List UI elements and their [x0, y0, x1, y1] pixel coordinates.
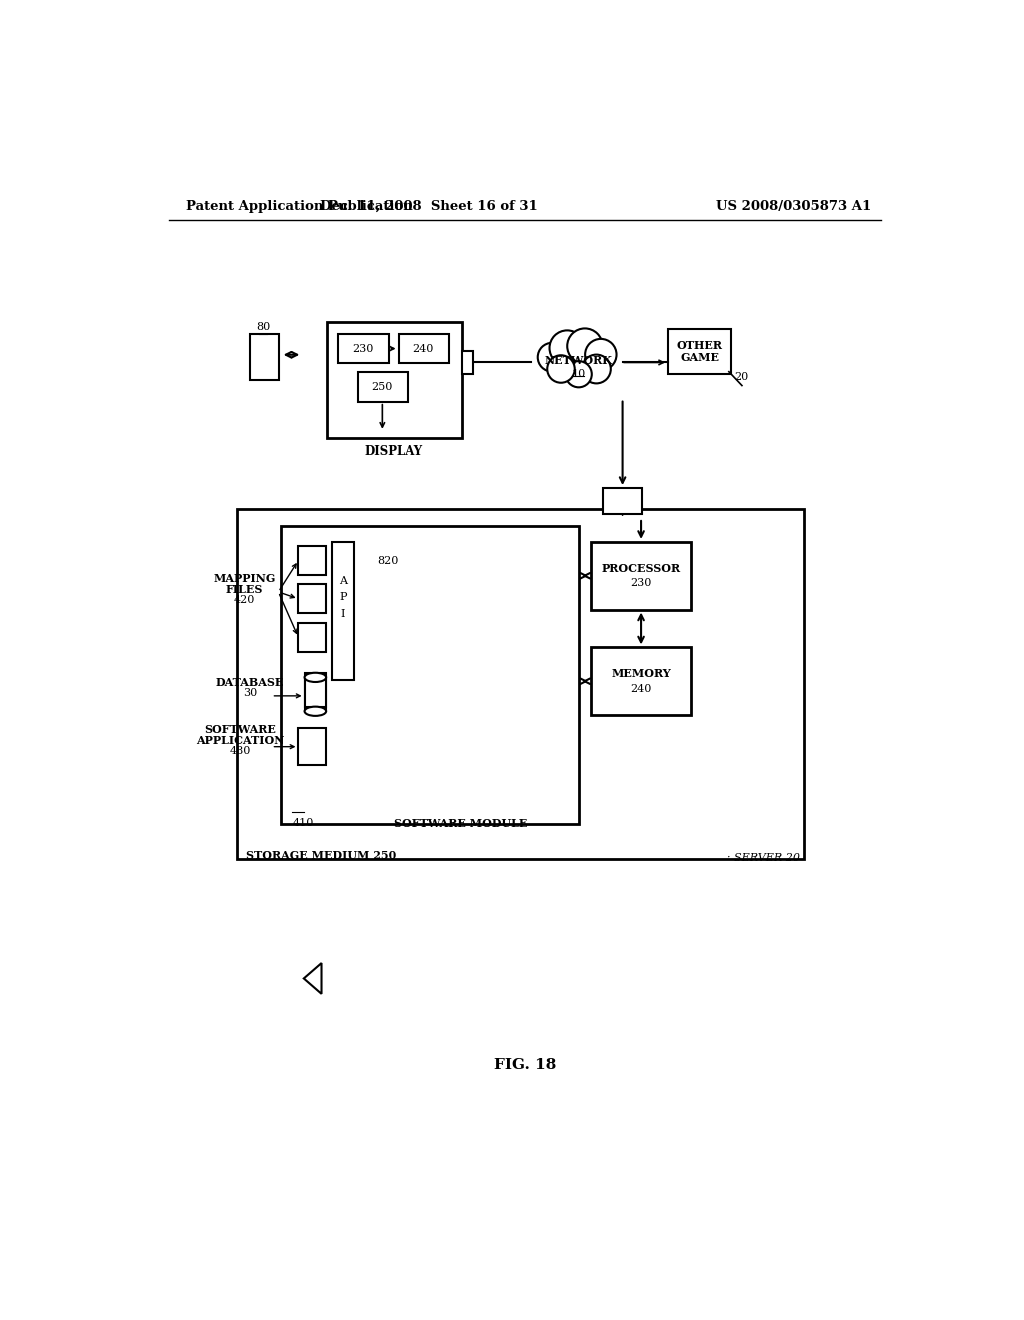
- Circle shape: [538, 343, 566, 372]
- Text: OTHER: OTHER: [677, 341, 723, 351]
- Text: · SERVER 20: · SERVER 20: [727, 853, 801, 863]
- Text: 230: 230: [631, 578, 651, 589]
- Bar: [298, 545, 326, 576]
- Circle shape: [547, 355, 574, 383]
- Bar: [281, 527, 580, 825]
- Text: SOFTWARE MODULE: SOFTWARE MODULE: [394, 818, 527, 829]
- Bar: [603, 488, 642, 515]
- Text: FILES: FILES: [226, 585, 263, 595]
- Ellipse shape: [304, 706, 326, 715]
- Bar: [339, 334, 388, 363]
- Text: MAPPING: MAPPING: [213, 573, 275, 585]
- Bar: [327, 322, 462, 438]
- Polygon shape: [304, 964, 322, 994]
- Text: 10: 10: [571, 370, 586, 379]
- Text: PROCESSOR: PROCESSOR: [601, 562, 681, 574]
- Text: US 2008/0305873 A1: US 2008/0305873 A1: [716, 199, 871, 213]
- Text: 240: 240: [413, 343, 434, 354]
- Bar: [398, 334, 449, 363]
- Text: DATABASE: DATABASE: [216, 676, 284, 688]
- Text: 20: 20: [734, 372, 749, 383]
- Bar: [333, 541, 354, 681]
- Text: DISPLAY: DISPLAY: [365, 445, 423, 458]
- Circle shape: [585, 339, 616, 371]
- Bar: [304, 673, 326, 706]
- Text: 480: 480: [230, 746, 251, 756]
- Bar: [668, 330, 731, 374]
- Bar: [298, 729, 326, 766]
- Text: 80: 80: [256, 322, 270, 333]
- Circle shape: [582, 355, 610, 383]
- Bar: [298, 623, 326, 652]
- Bar: [591, 543, 691, 610]
- Bar: [591, 647, 691, 715]
- Circle shape: [565, 362, 592, 387]
- Text: STORAGE MEDIUM 250: STORAGE MEDIUM 250: [246, 850, 396, 861]
- Text: 250: 250: [372, 381, 393, 392]
- Text: 240: 240: [631, 684, 651, 694]
- Text: FIG. 18: FIG. 18: [494, 1059, 556, 1072]
- Bar: [298, 585, 326, 614]
- Text: NETWORK: NETWORK: [545, 355, 612, 367]
- Text: 230: 230: [352, 343, 374, 354]
- Text: 820: 820: [377, 556, 398, 566]
- Text: SOFTWARE: SOFTWARE: [205, 725, 276, 735]
- Text: 420: 420: [233, 595, 255, 606]
- Circle shape: [550, 330, 585, 366]
- Bar: [237, 508, 804, 859]
- Text: 60: 60: [615, 496, 630, 506]
- Text: Dec. 11, 2008  Sheet 16 of 31: Dec. 11, 2008 Sheet 16 of 31: [321, 199, 539, 213]
- Text: GAME: GAME: [680, 352, 719, 363]
- Text: APPLICATION: APPLICATION: [197, 735, 285, 746]
- Text: Patent Application Publication: Patent Application Publication: [186, 199, 413, 213]
- Text: 30: 30: [243, 688, 257, 698]
- Text: A
P
I: A P I: [339, 576, 347, 619]
- Bar: [250, 334, 280, 380]
- Circle shape: [567, 329, 602, 364]
- Bar: [462, 351, 473, 374]
- Text: 410: 410: [292, 818, 313, 828]
- Text: MEMORY: MEMORY: [611, 668, 671, 678]
- Ellipse shape: [304, 673, 326, 682]
- Bar: [357, 372, 408, 401]
